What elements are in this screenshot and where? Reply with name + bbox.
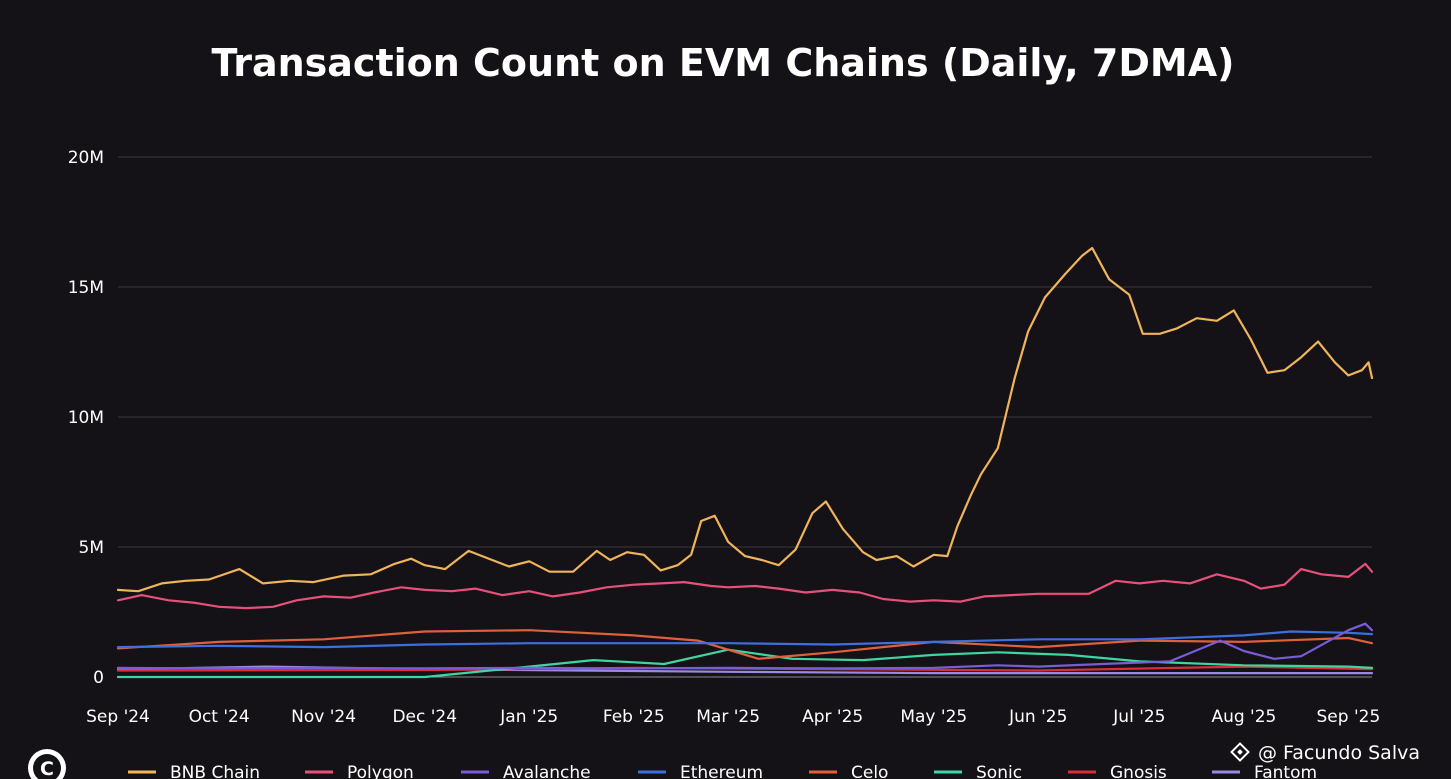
legend-label: BNB Chain [170, 763, 260, 779]
series-lines [116, 246, 1374, 679]
x-tick-label: Jun '25 [1008, 707, 1067, 727]
y-tick-label: 5M [79, 538, 104, 558]
legend-label: Gnosis [1110, 763, 1167, 779]
legend-label: Fantom [1254, 763, 1317, 779]
x-axis-ticks: Sep '24 Oct '24 Nov '24 Dec '24 Jan '25 Feb '… [86, 707, 1380, 727]
legend-item: Polygon [305, 763, 414, 779]
legend-label: Ethereum [680, 763, 763, 779]
x-tick-label: Nov '24 [291, 707, 356, 727]
series-line-sonic [116, 648, 1374, 679]
legend-item: Avalanche [461, 763, 591, 779]
logo-inner [33, 754, 61, 779]
logo-glyph: C [40, 758, 54, 779]
x-tick-label: Dec '24 [392, 707, 457, 727]
legend-item: Ethereum [638, 763, 763, 779]
x-tick-label: Jan '25 [499, 707, 558, 727]
legend-label: Polygon [347, 763, 414, 779]
series-line-ethereum [116, 630, 1374, 649]
series-line-avalanche [116, 622, 1374, 670]
x-tick-label: Aug '25 [1211, 707, 1276, 727]
legend-label: Celo [851, 763, 888, 779]
binance-diamond-icon [1230, 742, 1250, 762]
y-tick-label: 10M [68, 408, 104, 428]
x-tick-label: Sep '25 [1317, 707, 1381, 727]
y-axis-ticks: 0 5M 10M 15M 20M [68, 148, 104, 688]
series-line-celo [116, 629, 1374, 660]
x-tick-label: Feb '25 [603, 707, 665, 727]
x-tick-label: Apr '25 [802, 707, 863, 727]
legend: BNB Chain Polygon Avalanche Ethereum Celo Son… [128, 763, 1317, 779]
y-tick-label: 0 [93, 668, 104, 688]
x-tick-label: May '25 [900, 707, 967, 727]
legend-item: Celo [809, 763, 888, 779]
legend-item: Sonic [934, 763, 1022, 779]
watermark-text: @ Facundo Salva [1258, 742, 1420, 764]
x-tick-label: Jul '25 [1112, 707, 1165, 727]
x-tick-label: Mar '25 [696, 707, 760, 727]
series-line-polygon [116, 562, 1374, 610]
logo: C [28, 749, 66, 779]
watermark: @ Facundo Salva [1230, 742, 1420, 764]
legend-label: Avalanche [503, 763, 591, 779]
grid-lines [118, 156, 1372, 678]
x-tick-label: Sep '24 [86, 707, 150, 727]
series-line-bnb-chain [116, 246, 1374, 593]
y-tick-label: 20M [68, 148, 104, 168]
legend-item: Gnosis [1068, 763, 1167, 779]
y-tick-label: 15M [68, 278, 104, 298]
legend-label: Sonic [976, 763, 1022, 779]
chart-title: Transaction Count on EVM Chains (Daily, … [211, 41, 1234, 85]
legend-item: Fantom [1212, 763, 1317, 779]
legend-item: BNB Chain [128, 763, 260, 779]
x-tick-label: Oct '24 [189, 707, 250, 727]
